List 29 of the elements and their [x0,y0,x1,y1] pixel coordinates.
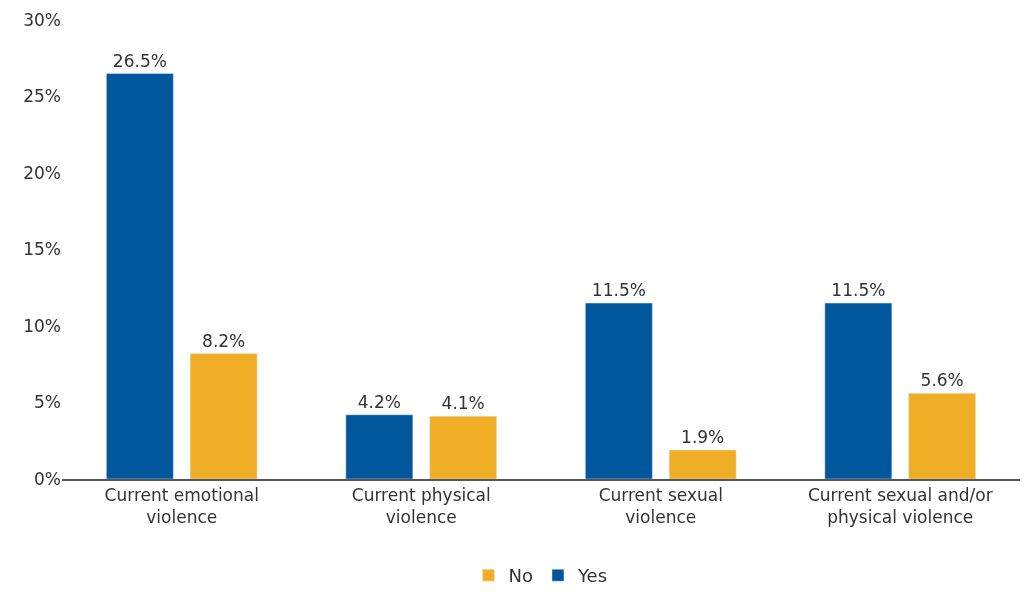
x-tick-label: Current sexual and/or physical violence [807,485,993,528]
y-tick-label: 30% [23,9,61,30]
bar [189,353,258,479]
bar [429,416,497,479]
x-tick-label: Current physical violence [351,485,491,528]
y-tick-label: 25% [23,86,61,107]
bar [585,302,653,479]
legend-label: No [508,565,533,587]
data-label: 26.5% [112,50,167,71]
data-label: 5.6% [920,370,964,391]
bar [106,73,174,479]
y-tick-label: 10% [23,315,61,336]
bar [908,393,976,479]
data-label: 11.5% [591,280,646,301]
y-tick-label: 20% [23,162,61,183]
bar [345,414,414,479]
legend-label: Yes [576,565,608,587]
y-tick-label: 5% [34,392,61,413]
data-label: 4.1% [441,393,485,414]
data-label: 4.2% [357,391,401,412]
data-label: 8.2% [202,330,246,351]
x-tick-label: Current emotional violence [104,485,259,528]
bar [824,302,893,479]
data-label: 11.5% [831,280,886,301]
x-tick-label: Current sexual violence [598,485,723,528]
bar [668,449,737,479]
data-label: 1.9% [681,426,725,447]
y-tick-label: 0% [34,468,61,489]
y-tick-label: 15% [23,239,61,260]
